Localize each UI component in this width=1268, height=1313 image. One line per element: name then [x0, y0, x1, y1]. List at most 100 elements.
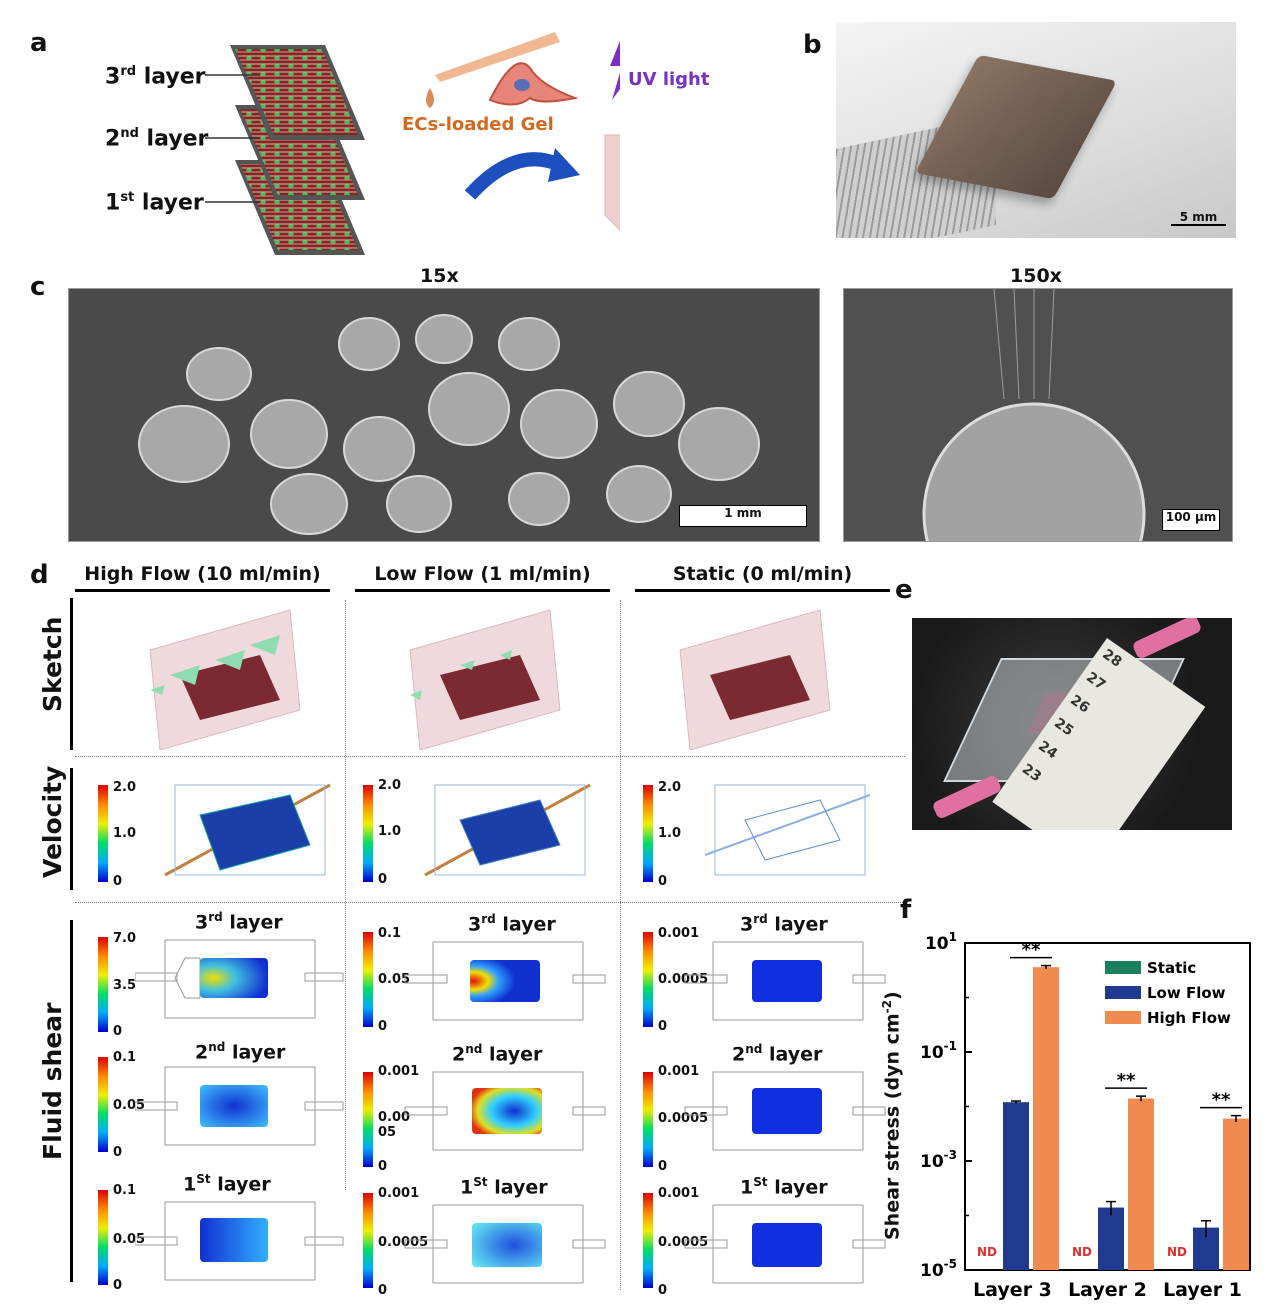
bar-high-flow-1: [1128, 1098, 1154, 1270]
shear-static-l2-map: [684, 1071, 886, 1151]
shear-static-l3-tick-max: 0.001: [658, 926, 700, 941]
sep-velocity-shear: [75, 902, 905, 903]
endothelial-cell-icon: [488, 62, 579, 106]
shear-low-l1-title: 1St layer: [460, 1175, 548, 1199]
bar-low-flow-1: [1098, 1207, 1124, 1270]
sep-col-2: [620, 600, 621, 1290]
panel-label-f: f: [900, 895, 912, 925]
shear-high-l1-tick-mid: 0.05: [113, 1232, 146, 1247]
shear-static-l3-title: 3rd layer: [740, 912, 828, 936]
shear-low-l3-tick-min: 0: [378, 1019, 388, 1034]
row-bar-velocity: [70, 768, 73, 890]
vel-low-tick-min: 0: [378, 872, 388, 887]
shear-static-l2-colorbar: [643, 1072, 653, 1167]
row-title-fluid-shear: Fluid shear: [38, 1002, 67, 1160]
y-tick-label-1: 10-3: [920, 1148, 957, 1172]
sig-label-1: **: [1117, 1070, 1136, 1091]
layer-3-label: 3rd layer: [105, 64, 206, 90]
layer-3-sheet: [230, 45, 365, 140]
sem-15x-scalebar: 1 mm: [679, 505, 807, 527]
shear-low-l2-colorbar: [363, 1072, 373, 1167]
legend-label-2: High Flow: [1147, 1009, 1231, 1027]
vel-low-tick-max: 2.0: [378, 778, 402, 793]
sem-image-150x: 100 µm: [843, 288, 1233, 542]
shear-low-l3-colorbar: [363, 932, 373, 1027]
scale-label-100um: 100 µm: [1165, 510, 1217, 524]
shear-static-l1-tick-mid: 0.0005: [658, 1235, 709, 1250]
needle-hub-right: [1131, 618, 1203, 660]
shear-low-l3-tick-max: 0.1: [378, 926, 402, 941]
shear-high-l2-tick-min: 0: [113, 1145, 123, 1160]
sep-sketch-velocity: [75, 756, 905, 757]
pipette-icon: [426, 32, 560, 108]
shear-high-l2-title: 2nd layer: [195, 1040, 286, 1064]
shear-high-l3-tick-min: 0: [113, 1024, 123, 1039]
uv-light-label: UV light: [628, 69, 710, 90]
shear-static-l1-colorbar: [643, 1193, 653, 1288]
device-photo: 28 27 26 25 24 23: [912, 618, 1232, 830]
shear-high-l1-tick-max: 0.1: [113, 1183, 137, 1198]
shear-static-l3-map: [684, 941, 886, 1021]
col-title-high-flow: High Flow (10 ml/min): [84, 563, 321, 585]
sketch-static: [679, 609, 831, 750]
shear-static-l1-map: [684, 1204, 886, 1284]
row-bar-fluid-shear: [70, 920, 73, 1282]
y-tick-label-0: 10-5: [920, 1257, 957, 1281]
panel-label-c: c: [30, 272, 46, 302]
shear-high-l3-tick-mid: 3.5: [113, 978, 137, 993]
panel-label-a: a: [30, 28, 48, 58]
shear-static-l3-tick-min: 0: [658, 1019, 668, 1034]
sig-label-2: **: [1212, 1090, 1231, 1111]
scale-label-b: 5 mm: [1179, 210, 1218, 224]
shear-static-l1-title: 1St layer: [740, 1175, 828, 1199]
shear-low-l1-map: [404, 1204, 606, 1284]
y-tick-label-2: 10-1: [920, 1039, 957, 1063]
shear-low-l2-tick-max: 0.001: [378, 1064, 420, 1079]
vel-high-tick-mid: 1.0: [113, 826, 137, 841]
velocity-colorbar-static: [643, 785, 653, 882]
sem-image-15x: 1 mm: [68, 288, 820, 542]
bar-high-flow-2: [1223, 1118, 1249, 1270]
col-rule-static: [635, 589, 890, 592]
shear-low-l2-map: [404, 1071, 606, 1151]
sem-fiber-cross-sections: [69, 289, 819, 541]
vel-high-tick-max: 2.0: [113, 780, 137, 795]
sig-label-0: **: [1022, 940, 1041, 961]
panel-label-e: e: [895, 575, 913, 605]
nd-label-1: ND: [1072, 1245, 1092, 1259]
velocity-field-low: [424, 783, 591, 877]
vel-high-tick-min: 0: [113, 874, 123, 889]
panel-label-d: d: [30, 560, 49, 590]
legend-label-0: Static: [1147, 959, 1196, 977]
shear-low-l2-tick-min: 0: [378, 1159, 388, 1174]
sem-single-fiber: [844, 289, 1232, 541]
y-tick-label-3: 101: [925, 930, 957, 954]
vel-low-tick-mid: 1.0: [378, 824, 402, 839]
scaffold-sample: [914, 54, 1118, 200]
bar-low-flow-0: [1003, 1102, 1029, 1270]
nd-label-2: ND: [1167, 1245, 1187, 1259]
mag-label-15x: 15x: [420, 265, 459, 287]
category-label-0: Layer 3: [973, 1279, 1052, 1301]
shear-static-l2-tick-max: 0.001: [658, 1064, 700, 1079]
sem-150x-scalebar: 100 µm: [1162, 509, 1220, 531]
row-title-sketch: Sketch: [38, 616, 67, 712]
sketch-low-flow: [409, 609, 561, 750]
legend-swatch-2: [1105, 1011, 1141, 1024]
shear-low-l2-tick-mid: 0.00 05: [378, 1110, 411, 1140]
uv-light-icon: [610, 41, 620, 100]
nd-label-0: ND: [977, 1245, 997, 1259]
shear-low-l3-map: [404, 941, 606, 1021]
shear-static-l1-tick-min: 0: [658, 1283, 668, 1298]
shear-static-l3-colorbar: [643, 932, 653, 1027]
sep-col-1: [345, 600, 346, 1190]
scale-label-1mm: 1 mm: [724, 506, 762, 520]
shear-static-l1-tick-max: 0.001: [658, 1186, 700, 1201]
category-label-1: Layer 2: [1068, 1279, 1147, 1301]
gel-block-illustration: [604, 134, 620, 231]
shear-high-l1-colorbar: [98, 1190, 108, 1285]
shear-low-l2-title: 2nd layer: [452, 1042, 543, 1066]
layer-1-label: 1st layer: [105, 190, 204, 216]
sketch-high-flow: [149, 609, 301, 750]
chart-ylabel: Shear stress (dyn cm-2): [880, 991, 904, 1240]
